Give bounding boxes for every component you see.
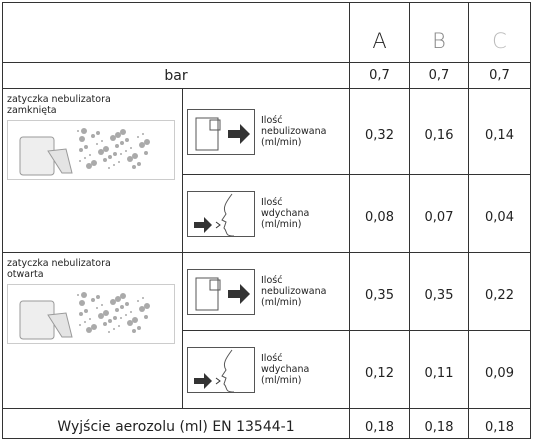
col-a: A [350, 3, 410, 63]
value: 0,08 [350, 175, 410, 253]
footer-label: Wyjście aerozolu (ml) EN 13544-1 [3, 409, 350, 439]
value: 0,04 [469, 175, 531, 253]
value: 0,11 [410, 331, 469, 409]
value: 0,18 [469, 409, 531, 439]
value: 0,16 [410, 89, 469, 175]
col-c: C [469, 3, 531, 63]
value: 0,14 [469, 89, 531, 175]
value: 0,35 [350, 253, 410, 331]
value: 0,7 [350, 63, 410, 89]
section-label: zatyczka nebulizatora otwarta [7, 258, 137, 280]
spec-table: A B C bar 0,7 0,7 0,7 zatyczka nebulizat… [2, 2, 531, 439]
page: A B C bar 0,7 0,7 0,7 zatyczka nebulizat… [0, 0, 533, 430]
value: 0,18 [350, 409, 410, 439]
row-label: Ilość wdychana (ml/min) [261, 197, 327, 230]
value: 0,7 [469, 63, 531, 89]
value: 0,18 [410, 409, 469, 439]
row-label: Ilość wdychana (ml/min) [261, 353, 327, 386]
value: 0,07 [410, 175, 469, 253]
row-label: Ilość nebulizowana (ml/min) [261, 275, 327, 308]
value: 0,35 [410, 253, 469, 331]
row-label: Ilość nebulizowana (ml/min) [261, 115, 327, 148]
value: 0,32 [350, 89, 410, 175]
value: 0,22 [469, 253, 531, 331]
col-b: B [410, 3, 469, 63]
bar-label: bar [3, 63, 350, 89]
value: 0,09 [469, 331, 531, 409]
value: 0,7 [410, 63, 469, 89]
section-label: zatyczka nebulizatora zamknięta [7, 94, 137, 116]
value: 0,12 [350, 331, 410, 409]
